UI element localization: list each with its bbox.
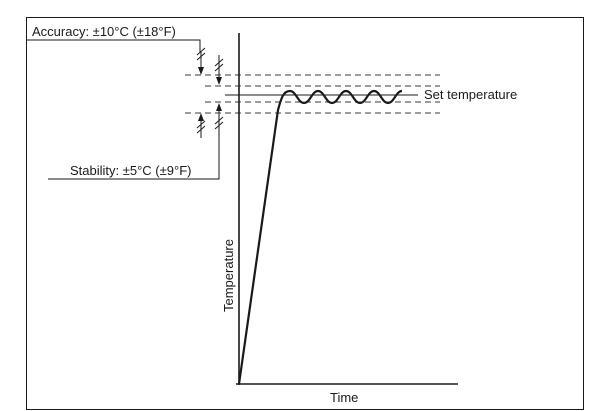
- diagram-frame: [26, 17, 584, 410]
- accuracy-break-mark-top: [196, 47, 206, 61]
- accuracy-label: Accuracy: ±10°C (±18°F): [32, 24, 176, 39]
- x-axis-label: Time: [330, 390, 358, 405]
- stability-arrow-bottom: [216, 103, 222, 111]
- stability-leader-line: [48, 162, 220, 180]
- y-axis-label: Temperature: [221, 239, 236, 312]
- temperature-curve: [237, 89, 403, 385]
- set-temperature-label: Set temperature: [424, 87, 517, 102]
- accuracy-arrow-top: [198, 67, 204, 75]
- stability-break-mark-bottom: [214, 116, 224, 130]
- accuracy-arrow-bottom: [198, 113, 204, 121]
- accuracy-leader-line: [26, 39, 201, 52]
- accuracy-break-mark-bottom: [196, 120, 206, 134]
- stability-break-mark-top: [214, 58, 224, 72]
- stability-label: Stability: ±5°C (±9°F): [70, 163, 191, 178]
- stability-arrow-top: [216, 77, 222, 85]
